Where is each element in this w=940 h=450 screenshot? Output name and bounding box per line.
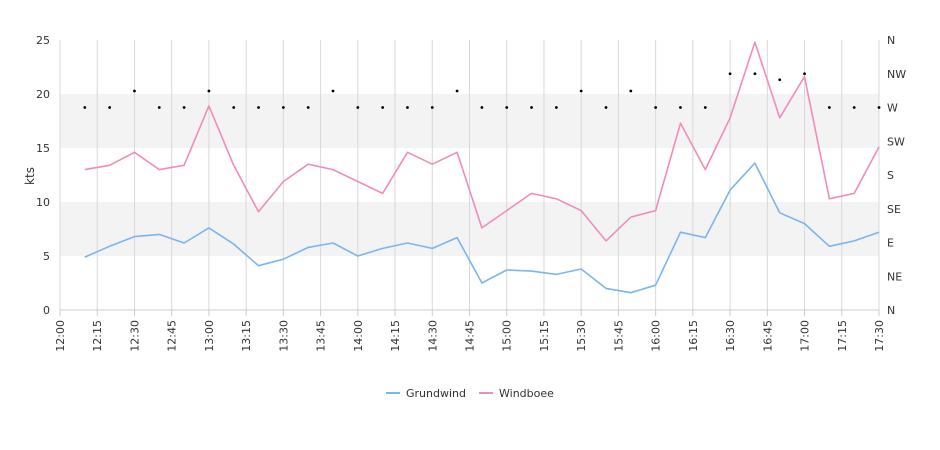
y-tick-label: 0 <box>43 304 50 317</box>
direction-tick-label: NW <box>887 68 906 81</box>
series-line-windboee[interactable] <box>84 41 880 242</box>
direction-tick-label: SE <box>887 203 901 216</box>
x-tick-label: 15:15 <box>538 320 551 352</box>
grid-lines <box>59 40 880 310</box>
x-tick-label: 15:00 <box>501 320 514 352</box>
y-tick-label: 25 <box>36 34 50 47</box>
direction-tick-label: N <box>887 34 895 47</box>
x-tick-label: 12:00 <box>54 320 67 352</box>
direction-point <box>827 106 831 109</box>
direction-point <box>406 106 409 109</box>
y-tick-label: 15 <box>36 142 50 155</box>
x-tick-label: 16:45 <box>761 320 774 352</box>
direction-point <box>331 89 335 93</box>
y-axis-ticks: 0 5 10 15 20 25 <box>36 34 50 317</box>
direction-point <box>679 106 682 109</box>
direction-point <box>281 106 285 109</box>
x-tick-label: 13:30 <box>277 320 290 352</box>
direction-point <box>629 89 633 93</box>
direction-point <box>877 106 881 109</box>
direction-points <box>83 72 881 109</box>
direction-point <box>381 106 385 109</box>
x-tick-label: 16:30 <box>724 320 737 352</box>
direction-point <box>207 89 211 93</box>
y-tick-label: 10 <box>36 196 50 209</box>
direction-tick-label: S <box>887 169 894 182</box>
series-line-grundwind[interactable] <box>84 162 880 294</box>
x-tick-label: 13:00 <box>203 320 216 352</box>
legend-label-windboee[interactable]: Windboee <box>499 387 554 400</box>
direction-point <box>83 106 87 109</box>
direction-point <box>554 106 558 109</box>
direction-axis-ticks: N NE E SE S SW W NW N <box>887 34 906 317</box>
direction-point <box>306 106 310 109</box>
direction-point <box>430 106 434 109</box>
direction-point <box>133 89 136 93</box>
y-tick-label: 20 <box>36 88 50 101</box>
direction-point <box>157 106 161 109</box>
x-tick-label: 12:30 <box>128 320 141 352</box>
direction-point <box>505 106 509 109</box>
x-axis-ticks: 12:00 12:15 12:30 12:45 13:00 13:15 13:30 13:45… <box>54 310 886 352</box>
y-axis-title: kts <box>23 167 37 185</box>
direction-point <box>852 106 856 109</box>
x-tick-label: 13:45 <box>315 320 328 352</box>
direction-point <box>480 106 484 109</box>
legend-label-grundwind[interactable]: Grundwind <box>406 387 466 400</box>
x-tick-label: 14:00 <box>352 320 365 352</box>
x-tick-label: 15:45 <box>612 320 625 352</box>
x-tick-label: 12:45 <box>166 320 179 352</box>
direction-point <box>257 106 260 109</box>
x-tick-label: 13:15 <box>240 320 253 352</box>
direction-point <box>604 106 608 109</box>
direction-point <box>356 106 360 109</box>
direction-point <box>753 72 757 76</box>
direction-point <box>579 89 583 93</box>
x-tick-label: 12:15 <box>91 320 104 352</box>
direction-tick-label: E <box>887 237 894 250</box>
direction-tick-label: SW <box>887 135 905 148</box>
direction-point <box>182 106 186 109</box>
x-tick-label: 16:00 <box>650 320 663 352</box>
direction-point <box>703 106 707 109</box>
direction-point <box>778 78 782 82</box>
direction-tick-label: W <box>887 102 898 115</box>
x-tick-label: 17:15 <box>836 320 849 352</box>
x-tick-label: 14:45 <box>464 320 477 352</box>
x-tick-label: 15:30 <box>575 320 588 352</box>
legend[interactable]: Grundwind Windboee <box>386 387 554 400</box>
direction-point <box>108 106 112 109</box>
direction-tick-label: NE <box>887 270 902 283</box>
x-tick-label: 17:30 <box>873 320 886 352</box>
x-tick-label: 14:15 <box>389 320 402 352</box>
direction-point <box>654 106 658 109</box>
direction-point <box>728 72 732 76</box>
series-lines <box>84 41 880 294</box>
x-tick-label: 17:00 <box>799 320 812 352</box>
direction-point <box>232 106 236 109</box>
direction-point <box>455 89 459 93</box>
x-tick-label: 14:30 <box>426 320 439 352</box>
direction-point <box>530 106 533 109</box>
direction-tick-label: N <box>887 304 895 317</box>
y-tick-label: 5 <box>43 250 50 263</box>
x-tick-label: 16:15 <box>687 320 700 352</box>
direction-point <box>803 72 806 76</box>
